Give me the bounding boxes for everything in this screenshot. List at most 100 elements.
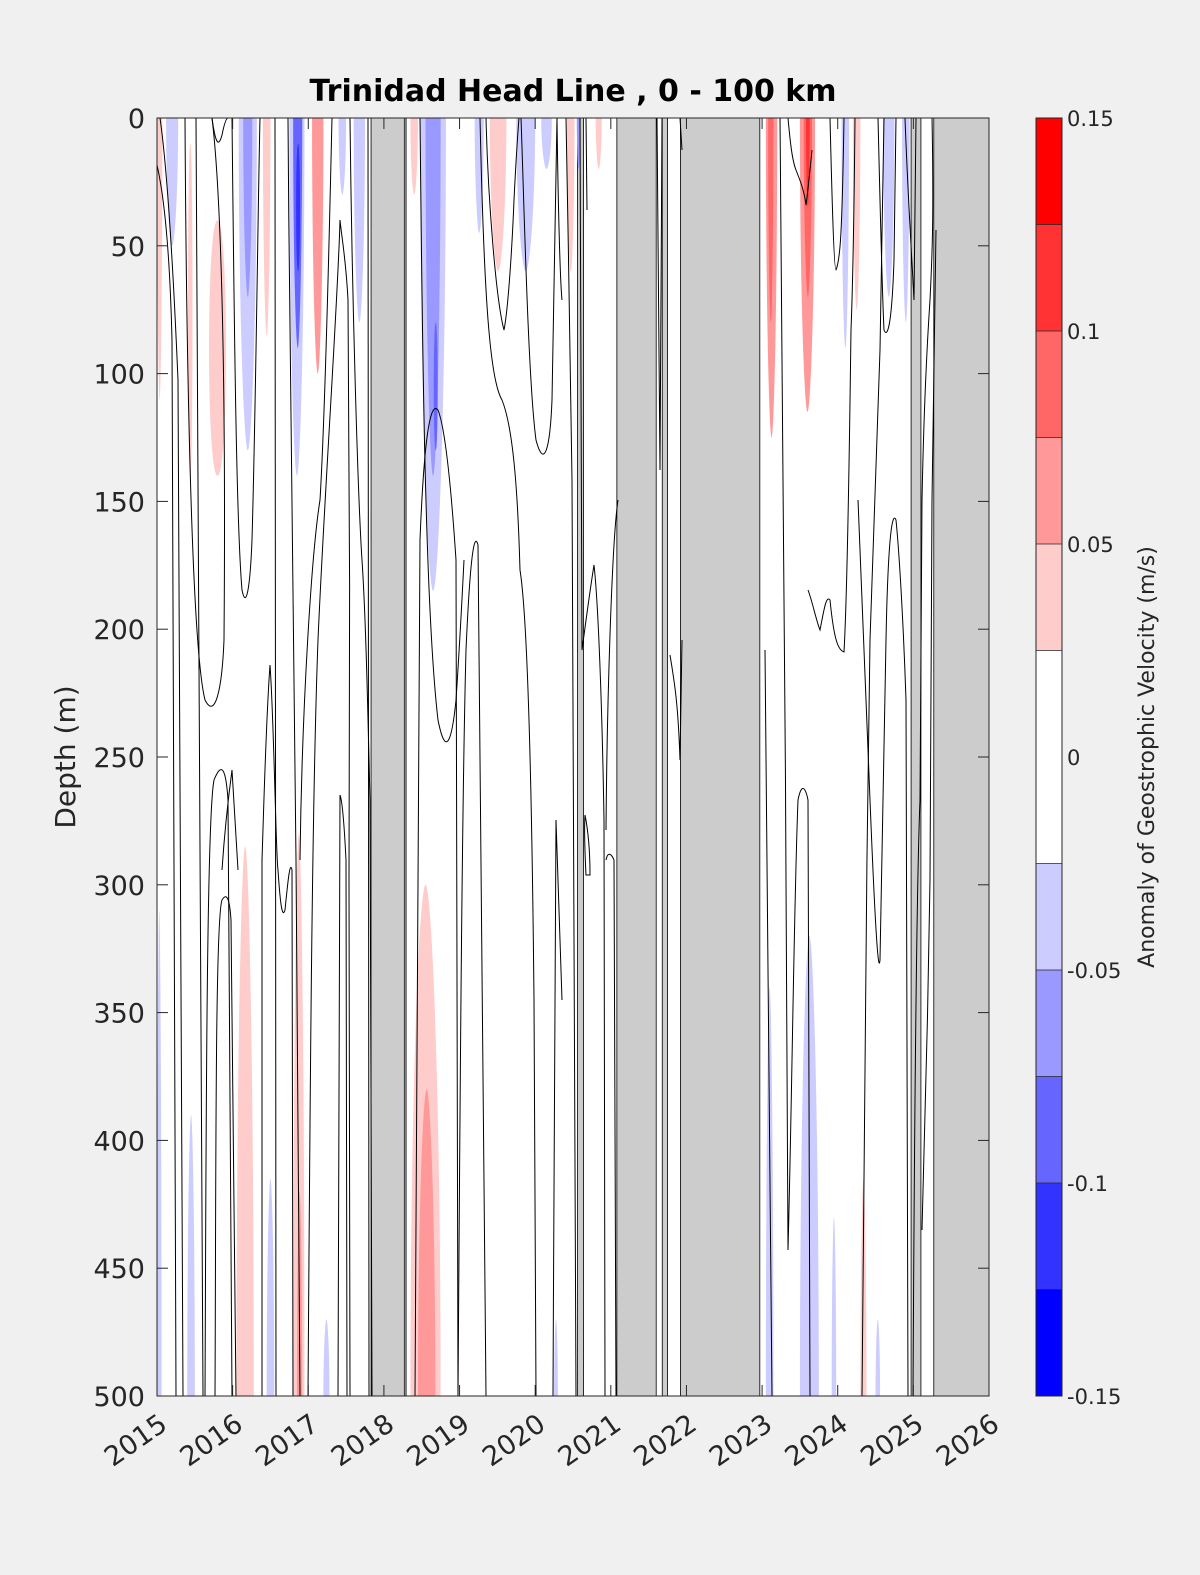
anomaly-patch bbox=[804, 1293, 814, 1396]
contour-line bbox=[204, 769, 233, 1396]
anomaly-patch bbox=[875, 1319, 881, 1396]
no-data-band bbox=[577, 118, 584, 1396]
contour-line bbox=[159, 118, 184, 1396]
anomaly-patch bbox=[433, 322, 438, 451]
no-data-band bbox=[680, 118, 761, 1396]
colorbar-level bbox=[1036, 863, 1062, 970]
anomaly-patch bbox=[554, 1319, 558, 1396]
x-tick-label: 2015 bbox=[99, 1408, 173, 1473]
y-tick-label: 200 bbox=[93, 615, 145, 646]
y-axis: 0 50 100 150 200 250 300 350 400 450 500 bbox=[93, 104, 989, 1413]
y-tick-label: 400 bbox=[93, 1126, 145, 1157]
x-tick-label: 2020 bbox=[477, 1408, 551, 1473]
x-tick-label: 2026 bbox=[931, 1408, 1005, 1473]
anomaly-patch bbox=[236, 846, 254, 1396]
colorbar-level bbox=[1036, 331, 1062, 438]
colorbar-level bbox=[1036, 1289, 1062, 1396]
x-tick-label: 2025 bbox=[855, 1408, 929, 1473]
colorbar-level bbox=[1036, 970, 1062, 1077]
y-tick-label: 0 bbox=[128, 104, 145, 135]
anomaly-patch bbox=[243, 118, 253, 297]
x-tick-label: 2023 bbox=[704, 1408, 778, 1473]
anomaly-patch bbox=[474, 118, 484, 234]
x-tick-label: 2017 bbox=[250, 1408, 324, 1473]
anomaly-patch bbox=[541, 118, 552, 170]
anomaly-patch bbox=[803, 118, 813, 297]
anomaly-patch bbox=[489, 118, 507, 272]
colorbar-frame bbox=[1035, 117, 1063, 1397]
contour-line bbox=[921, 229, 937, 1231]
no-data-layer bbox=[370, 118, 989, 1396]
colorbar-tick-label: -0.15 bbox=[1067, 1385, 1121, 1409]
colorbar-level bbox=[1036, 1076, 1062, 1183]
colorbar-tick-label: -0.05 bbox=[1067, 959, 1121, 983]
y-tick-label: 500 bbox=[93, 1382, 145, 1413]
colorbar-levels bbox=[1036, 117, 1062, 1397]
contour-line bbox=[287, 118, 301, 1396]
colorbar-tick-label: 0.1 bbox=[1067, 320, 1100, 344]
contour-line bbox=[479, 118, 537, 1396]
anomaly-patch bbox=[296, 143, 301, 272]
contour-line bbox=[157, 164, 177, 1396]
y-tick-label: 100 bbox=[93, 360, 145, 391]
anomaly-patch bbox=[293, 833, 305, 1396]
y-tick-label: 150 bbox=[93, 487, 145, 518]
anomaly-patch bbox=[312, 118, 324, 374]
y-tick-label: 450 bbox=[93, 1254, 145, 1285]
y-tick-label: 350 bbox=[93, 999, 145, 1030]
contour-line bbox=[214, 896, 237, 1396]
anomaly-patch bbox=[188, 143, 193, 476]
contour-line bbox=[556, 118, 563, 301]
contour-line bbox=[307, 219, 351, 1396]
colorbar-level bbox=[1036, 650, 1062, 864]
anomaly-patch bbox=[831, 1217, 837, 1396]
y-tick-label: 50 bbox=[111, 232, 145, 263]
colorbar-level bbox=[1036, 544, 1062, 651]
anomaly-patch bbox=[883, 118, 895, 297]
contour-line bbox=[419, 118, 465, 743]
contour-line bbox=[485, 118, 520, 331]
contour-line bbox=[585, 118, 588, 211]
colorbar-level bbox=[1036, 118, 1062, 225]
no-data-band bbox=[910, 118, 922, 1396]
x-tick-label: 2022 bbox=[628, 1408, 702, 1473]
x-tick-label: 2021 bbox=[553, 1408, 627, 1473]
contour-line bbox=[211, 118, 229, 143]
anomaly-patch bbox=[338, 118, 347, 195]
contour-line bbox=[367, 118, 370, 1396]
anomaly-patch bbox=[841, 118, 850, 349]
colorbar-level bbox=[1036, 437, 1062, 544]
colorbar-tick-label: 0.05 bbox=[1067, 533, 1114, 557]
anomaly-patch bbox=[566, 118, 575, 272]
chart-title: Trinidad Head Line , 0 - 100 km bbox=[309, 74, 836, 109]
colorbar-tick-label: -0.1 bbox=[1067, 1172, 1108, 1196]
y-axis-label: Depth (m) bbox=[49, 685, 82, 828]
contour-line bbox=[877, 118, 897, 333]
contour-line bbox=[787, 118, 813, 206]
contour-line bbox=[679, 118, 683, 151]
contour-line bbox=[552, 819, 563, 1396]
contour-line bbox=[605, 853, 617, 1396]
contour-line bbox=[221, 769, 239, 871]
colorbar-tick-label: 0.15 bbox=[1067, 107, 1114, 131]
anomaly-patch bbox=[902, 118, 910, 323]
no-data-band bbox=[370, 118, 405, 1396]
anomaly-patch bbox=[187, 1114, 195, 1396]
anomaly-patch bbox=[157, 910, 162, 1396]
anomaly-patch bbox=[595, 118, 602, 170]
anomaly-patch bbox=[516, 118, 536, 272]
x-tick-label: 2018 bbox=[326, 1408, 400, 1473]
colorbar-ticks: 0.15 0.1 0.05 0 -0.05 -0.1 -0.15 bbox=[1067, 107, 1121, 1409]
contour-line bbox=[299, 118, 333, 861]
anomaly-patch bbox=[353, 118, 365, 323]
x-tick-label: 2019 bbox=[401, 1408, 475, 1473]
contour-line bbox=[605, 499, 619, 831]
anomaly-patch bbox=[323, 1319, 330, 1396]
colorbar-level bbox=[1036, 1183, 1062, 1290]
contour-line bbox=[669, 639, 683, 761]
contour-line bbox=[912, 118, 934, 1396]
no-data-band bbox=[661, 118, 668, 1396]
y-tick-label: 250 bbox=[93, 743, 145, 774]
contour-line bbox=[337, 794, 348, 1396]
